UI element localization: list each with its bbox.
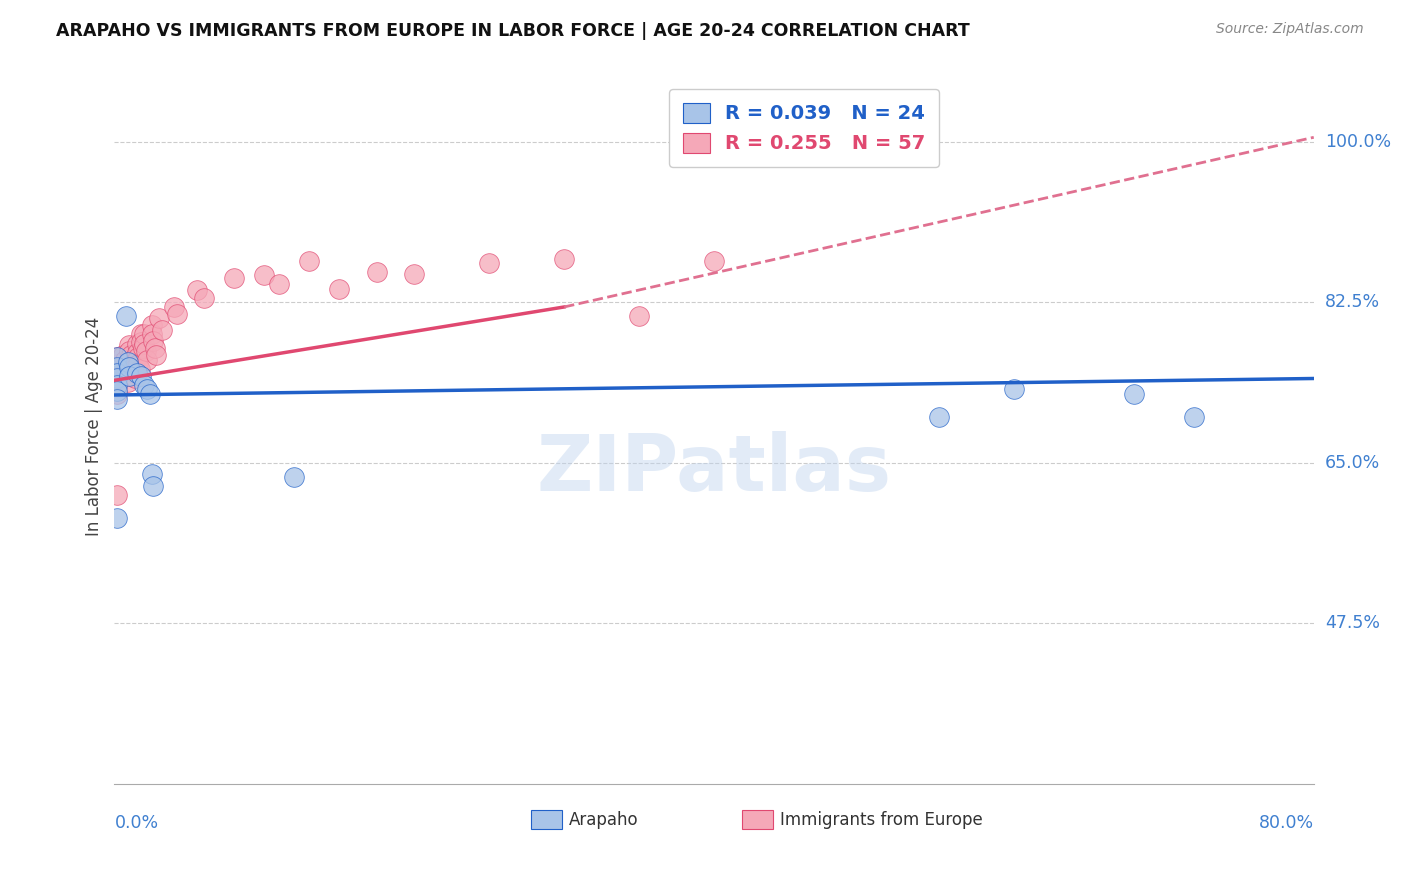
Point [628,309,651,323]
Point [117,375,139,389]
Point [928,410,950,425]
Point [253,268,276,282]
Point [163,300,186,314]
Point [134,327,156,342]
Point [134,378,156,392]
Point [139,387,162,401]
Point [142,479,165,493]
Point [134,336,156,351]
Point [118,368,141,383]
Point [193,291,215,305]
Point [121,353,143,368]
Point [107,380,129,394]
Point [107,378,129,392]
Point [124,371,146,385]
Point [132,341,155,355]
Point [166,307,188,321]
Point [703,254,725,268]
Point [107,366,129,380]
Point [107,384,129,399]
Point [118,338,141,352]
Point [122,362,145,376]
Point [1122,387,1144,401]
Point [107,351,129,365]
Point [127,351,149,365]
Point [114,353,136,368]
Point [107,371,129,385]
Point [131,327,153,342]
Point [224,270,246,285]
Point [115,309,138,323]
Point [143,341,166,355]
Point [107,488,129,502]
Point [127,357,149,371]
Point [150,323,173,337]
Text: Arapaho: Arapaho [569,811,638,829]
Point [125,366,148,380]
Point [107,357,129,371]
Point [115,357,138,371]
Text: 47.5%: 47.5% [1324,615,1379,632]
Point [136,353,159,368]
Point [145,348,167,362]
Point [553,252,575,267]
Point [269,277,291,291]
Point [186,284,208,298]
Point [478,256,501,270]
Point [117,368,139,383]
Point [125,346,148,360]
Point [107,359,129,374]
Text: ZIPatlas: ZIPatlas [537,431,891,507]
Point [107,351,129,365]
Point [112,348,135,362]
Point [107,362,129,376]
Text: 100.0%: 100.0% [1324,133,1391,151]
Point [136,383,159,397]
Point [148,310,170,325]
Point [129,362,152,376]
Text: Source: ZipAtlas.com: Source: ZipAtlas.com [1216,22,1364,37]
Point [107,511,129,525]
Point [121,357,143,371]
Y-axis label: In Labor Force | Age 20-24: In Labor Force | Age 20-24 [86,317,103,536]
Text: 80.0%: 80.0% [1258,814,1313,832]
Point [141,327,163,342]
Point [125,336,148,351]
Point [118,343,141,358]
Point [1182,410,1205,425]
Point [328,282,350,296]
Point [131,368,153,383]
Point [115,364,138,378]
Point [107,366,129,380]
Point [124,366,146,380]
Point [107,370,129,384]
Point [283,469,305,483]
Point [141,467,163,481]
Point [107,392,129,406]
Text: 0.0%: 0.0% [114,814,159,832]
Point [131,334,153,349]
Point [117,355,139,369]
Text: 65.0%: 65.0% [1324,454,1381,472]
Point [142,334,165,348]
Point [404,267,426,281]
Text: ARAPAHO VS IMMIGRANTS FROM EUROPE IN LABOR FORCE | AGE 20-24 CORRELATION CHART: ARAPAHO VS IMMIGRANTS FROM EUROPE IN LAB… [56,22,970,40]
Legend: R = 0.039   N = 24, R = 0.255   N = 57: R = 0.039 N = 24, R = 0.255 N = 57 [669,89,939,167]
Point [298,254,321,268]
Point [1002,383,1025,397]
Text: 82.5%: 82.5% [1324,293,1381,311]
Point [366,265,388,279]
Point [107,375,129,389]
Point [107,387,129,401]
Point [141,318,163,333]
Point [118,359,141,374]
Point [120,348,142,362]
Point [135,343,157,358]
Text: Immigrants from Europe: Immigrants from Europe [780,811,983,829]
